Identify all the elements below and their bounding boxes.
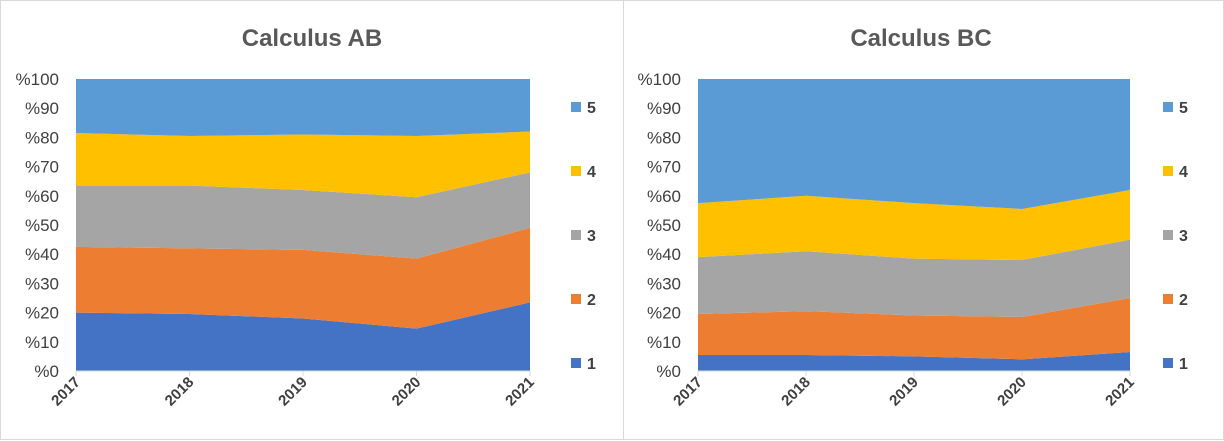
x-tick-label: 2020	[994, 374, 1030, 410]
y-tick-label: %20	[25, 304, 59, 323]
y-tick-label: %10	[25, 333, 59, 352]
legend-label: 5	[587, 100, 596, 117]
area-series-2	[76, 227, 530, 329]
legend-label: 2	[587, 292, 596, 309]
area-series-3	[698, 239, 1130, 317]
y-tick-label: %40	[647, 245, 681, 264]
legend-label: 4	[1179, 164, 1188, 181]
legend-label: 2	[1179, 292, 1188, 309]
chart-title: Calculus AB	[242, 25, 382, 52]
calculus-ab-chart: Calculus AB 2017 2018 2019 2020 2021%0%10%20…	[16, 25, 596, 410]
legend-item-3: 3	[1163, 228, 1188, 245]
y-tick-label: %30	[25, 274, 59, 293]
x-tick-label: 2020	[389, 374, 425, 410]
legend-swatch	[1163, 230, 1173, 240]
legend-label: 4	[587, 164, 596, 181]
calculus-bc-chart: Calculus BC 2017 2018 2019 2020 2021%0%10%20…	[638, 25, 1188, 410]
area-series-5	[76, 79, 530, 136]
legend-swatch	[1163, 358, 1173, 368]
legend-item-3: 3	[571, 228, 596, 245]
legend-item-1: 1	[1163, 356, 1188, 373]
legend-label: 3	[1179, 228, 1188, 245]
chart-divider	[623, 1, 624, 439]
y-tick-label: %50	[25, 216, 59, 235]
x-tick-label: 2019	[886, 374, 922, 410]
legend-swatch	[1163, 294, 1173, 304]
y-tick-label: %0	[34, 362, 59, 381]
y-tick-label: %70	[25, 158, 59, 177]
y-tick-label: %100	[638, 70, 681, 89]
legend-item-2: 2	[571, 292, 596, 309]
y-tick-label: %10	[647, 333, 681, 352]
legend-swatch	[571, 358, 581, 368]
y-tick-label: %20	[647, 304, 681, 323]
x-tick-label: 2021	[502, 374, 538, 410]
y-tick-label: %100	[16, 70, 59, 89]
y-tick-label: %90	[25, 99, 59, 118]
y-tick-label: %60	[647, 187, 681, 206]
y-tick-label: %60	[25, 187, 59, 206]
area-series-3	[76, 172, 530, 259]
legend-item-5: 5	[1163, 100, 1188, 117]
legend-item-2: 2	[1163, 292, 1188, 309]
chart-title: Calculus BC	[850, 25, 991, 52]
legend-swatch	[571, 166, 581, 176]
legend-label: 1	[587, 356, 596, 373]
y-tick-label: %40	[25, 245, 59, 264]
y-tick-label: %90	[647, 99, 681, 118]
y-tick-label: %30	[647, 274, 681, 293]
legend-item-1: 1	[571, 356, 596, 373]
legend-item-4: 4	[1163, 164, 1188, 181]
legend-label: 5	[1179, 100, 1188, 117]
legend-item-4: 4	[571, 164, 596, 181]
legend-swatch	[571, 230, 581, 240]
area-series-5	[698, 79, 1130, 209]
y-tick-label: %80	[25, 128, 59, 147]
x-tick-label: 2018	[162, 374, 198, 410]
area-series-1	[76, 302, 530, 371]
y-tick-label: %70	[647, 158, 681, 177]
area-series-4	[698, 189, 1130, 261]
legend-swatch	[571, 102, 581, 112]
area-series-1	[698, 352, 1130, 371]
legend-label: 1	[1179, 356, 1188, 373]
x-tick-label: 2018	[778, 374, 814, 410]
y-tick-label: %0	[656, 362, 681, 381]
legend-item-5: 5	[571, 100, 596, 117]
x-tick-label: 2019	[275, 374, 311, 410]
x-tick-label: 2021	[1102, 374, 1138, 410]
area-series-2	[698, 298, 1130, 360]
legend-label: 3	[587, 228, 596, 245]
area-series-4	[76, 131, 530, 198]
legend-swatch	[571, 294, 581, 304]
legend-swatch	[1163, 166, 1173, 176]
legend-swatch	[1163, 102, 1173, 112]
y-tick-label: %80	[647, 128, 681, 147]
y-tick-label: %50	[647, 216, 681, 235]
